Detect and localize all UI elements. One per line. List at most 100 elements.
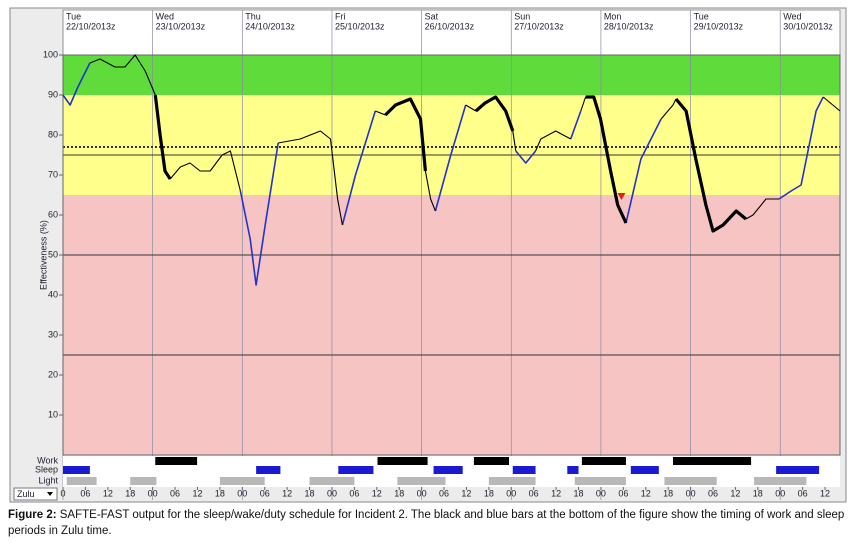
period-bar	[664, 477, 717, 485]
select-box	[13, 487, 58, 501]
zone-band	[63, 55, 840, 95]
x-tick-label: 18	[484, 488, 494, 498]
caption-text: SAFTE-FAST output for the sleep/wake/dut…	[8, 509, 845, 537]
period-bar	[377, 457, 428, 465]
x-tick-label: 00	[148, 488, 158, 498]
period-bar	[63, 466, 90, 474]
period-bar	[338, 466, 374, 474]
day-date: 26/10/2013z	[425, 21, 475, 31]
period-bar	[574, 477, 626, 485]
x-tick-label: 12	[282, 488, 292, 498]
period-bar	[155, 457, 198, 465]
x-tick-label: 00	[775, 488, 785, 498]
period-bar	[581, 457, 626, 465]
day-name: Tue	[694, 11, 709, 21]
day-date: 30/10/2013z	[783, 21, 833, 31]
period-bar	[309, 477, 355, 485]
y-tick-label: 70	[48, 169, 58, 179]
chart: Effectiveness (%) 10 20 30 40 50 60 70 80 90 100 T…	[9, 7, 847, 503]
day-date: 23/10/2013z	[156, 21, 206, 31]
period-bar	[567, 466, 579, 474]
day-name: Sun	[514, 11, 530, 21]
y-tick-label: 40	[48, 289, 58, 299]
period-bar	[433, 466, 463, 474]
caption: Figure 2: SAFTE-FAST output for the slee…	[8, 507, 858, 539]
x-tick-label: 06	[349, 488, 359, 498]
period-bar	[754, 477, 807, 485]
x-tick-label: 18	[394, 488, 404, 498]
day-date: 24/10/2013z	[245, 21, 295, 31]
y-tick-label: 80	[48, 129, 58, 139]
select-value: Zulu	[17, 489, 35, 499]
day-date: 29/10/2013z	[694, 21, 744, 31]
x-tick-label: 18	[305, 488, 315, 498]
x-tick-label: 12	[820, 488, 830, 498]
x-tick-label: 12	[372, 488, 382, 498]
plot-border	[62, 54, 841, 456]
y-axis-label: Effectiveness (%)	[38, 220, 48, 290]
period-bar	[512, 466, 536, 474]
day-name: Fri	[335, 11, 346, 21]
row-label: Sleep	[35, 464, 58, 474]
x-tick-label: 0	[60, 488, 65, 498]
x-tick-label: 00	[327, 488, 337, 498]
zone-band	[63, 195, 840, 455]
day-name: Sat	[425, 11, 439, 21]
select-arrow	[47, 492, 53, 496]
x-tick-label: 12	[730, 488, 740, 498]
effectiveness-line	[62, 62, 824, 286]
period-bar	[130, 477, 157, 485]
x-tick-label: 06	[529, 488, 539, 498]
x-tick-label: 12	[103, 488, 113, 498]
caption-label: Figure 2:	[8, 509, 57, 521]
day-date: 25/10/2013z	[335, 21, 385, 31]
x-tick-label: 12	[551, 488, 561, 498]
x-tick-label: 12	[641, 488, 651, 498]
x-tick-label: 18	[215, 488, 225, 498]
y-tick-label: 90	[48, 89, 58, 99]
period-bar	[66, 477, 97, 485]
day-header	[62, 9, 841, 56]
day-name: Tue	[66, 11, 81, 21]
day-name: Wed	[783, 11, 801, 21]
alert-marker	[617, 193, 626, 200]
row-label: Work	[37, 455, 58, 465]
period-bar	[776, 466, 820, 474]
y-tick-label: 100	[43, 49, 58, 59]
x-tick-label: 06	[260, 488, 270, 498]
period-bar	[673, 457, 752, 465]
x-tick-label: 18	[753, 488, 763, 498]
x-tick-label: 00	[417, 488, 427, 498]
y-tick-label: 20	[48, 369, 58, 379]
period-bar	[630, 466, 659, 474]
period-bar	[219, 477, 265, 485]
period-bar	[488, 477, 536, 485]
y-tick-label: 50	[48, 249, 58, 259]
day-date: 27/10/2013z	[514, 21, 564, 31]
day-name: Wed	[156, 11, 174, 21]
period-bar	[256, 466, 281, 474]
day-date: 22/10/2013z	[66, 21, 116, 31]
y-tick-label: 60	[48, 209, 58, 219]
x-tick-label: 18	[574, 488, 584, 498]
period-bar	[473, 457, 510, 465]
x-tick-label: 00	[686, 488, 696, 498]
x-tick-label: 00	[596, 488, 606, 498]
day-name: Thu	[245, 11, 261, 21]
x-tick-label: 12	[192, 488, 202, 498]
x-tick-label: 06	[439, 488, 449, 498]
x-tick-label: 06	[618, 488, 628, 498]
row-label: Light	[38, 475, 58, 485]
x-tick-label: 12	[461, 488, 471, 498]
x-tick-label: 06	[798, 488, 808, 498]
period-bar	[397, 477, 446, 485]
day-date: 28/10/2013z	[604, 21, 654, 31]
effectiveness-line	[89, 54, 841, 226]
timezone-select[interactable]: Zulu	[13, 487, 58, 501]
y-tick-label: 10	[48, 409, 58, 419]
x-tick-label: 00	[237, 488, 247, 498]
y-tick-label: 30	[48, 329, 58, 339]
zone-band	[63, 95, 840, 195]
x-tick-label: 00	[506, 488, 516, 498]
